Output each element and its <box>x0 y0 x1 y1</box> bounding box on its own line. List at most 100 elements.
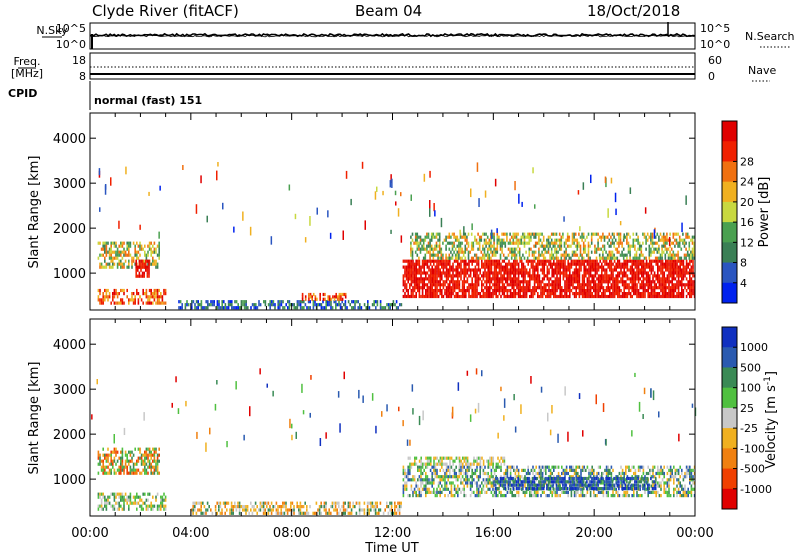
range-cell <box>692 242 694 245</box>
range-cell <box>665 268 667 271</box>
range-cell <box>663 491 665 494</box>
range-cell <box>452 245 454 248</box>
range-cell <box>470 268 472 271</box>
range-cell <box>475 283 477 286</box>
range-cell <box>577 286 579 289</box>
range-cell <box>454 268 456 271</box>
range-cell <box>631 271 633 274</box>
range-cell <box>439 248 441 251</box>
range-cell <box>514 242 516 245</box>
range-cell <box>446 280 448 283</box>
range-cell <box>524 245 526 248</box>
range-cell <box>436 469 438 472</box>
range-cell <box>126 248 128 251</box>
range-cell <box>455 491 457 494</box>
range-cell <box>446 295 448 298</box>
range-cell <box>628 494 630 497</box>
range-cell <box>478 488 480 491</box>
range-cell <box>651 260 653 263</box>
range-cell <box>583 266 585 269</box>
range-cell <box>439 233 441 236</box>
range-cell <box>433 469 435 472</box>
range-cell <box>126 289 128 292</box>
range-cell <box>684 485 686 488</box>
range-cell <box>599 280 601 283</box>
range-cell <box>508 260 510 263</box>
range-cell <box>511 251 513 254</box>
range-cell <box>117 292 119 295</box>
range-cell <box>104 472 106 475</box>
range-cell <box>415 260 417 263</box>
range-cell <box>662 292 664 295</box>
range-cell <box>602 257 604 260</box>
range-cell <box>457 268 459 271</box>
range-cell <box>146 289 148 292</box>
range-cell <box>427 481 429 484</box>
range-cell <box>569 257 571 260</box>
range-cell <box>438 491 440 494</box>
range-cell <box>518 295 520 298</box>
range-cell <box>455 236 457 239</box>
range-cell <box>279 303 281 306</box>
range-cell <box>532 167 534 173</box>
range-cell <box>647 494 649 497</box>
range-cell <box>649 254 651 257</box>
range-cell <box>419 295 421 298</box>
range-cell <box>590 283 592 286</box>
range-cell <box>144 463 146 466</box>
range-cell <box>591 263 593 266</box>
range-cell <box>107 448 109 451</box>
range-cell <box>649 248 651 251</box>
range-cell <box>459 475 461 478</box>
range-cell <box>539 472 541 475</box>
range-cell <box>102 472 104 475</box>
range-cell <box>529 280 531 283</box>
range-cell <box>99 493 101 496</box>
range-cell <box>678 260 680 263</box>
range-cell <box>293 303 295 306</box>
range-cell <box>419 475 421 478</box>
range-cell <box>123 254 125 257</box>
range-cell <box>216 171 218 181</box>
range-cell <box>483 271 485 274</box>
range-cell <box>500 469 502 472</box>
range-cell <box>567 266 569 269</box>
range-cell <box>234 306 236 309</box>
range-cell <box>450 251 452 254</box>
range-cell <box>525 242 527 245</box>
range-cell <box>503 233 505 236</box>
range-cell <box>443 295 445 298</box>
range-cell <box>649 277 651 280</box>
range-cell <box>529 295 531 298</box>
range-cell <box>627 286 629 289</box>
range-cell <box>623 271 625 274</box>
range-cell <box>533 245 535 248</box>
range-cell <box>463 226 465 233</box>
range-cell <box>523 469 525 472</box>
range-cell <box>147 457 149 460</box>
range-cell <box>140 260 142 263</box>
range-cell <box>359 306 361 309</box>
range-cell <box>147 493 149 496</box>
range-cell <box>582 289 584 292</box>
range-cell <box>115 289 117 292</box>
range-cell <box>436 274 438 277</box>
range-cell <box>115 251 117 254</box>
range-cell <box>583 271 585 274</box>
range-cell <box>461 248 463 251</box>
range-cell <box>411 274 413 277</box>
range-cell <box>612 286 614 289</box>
range-cell <box>627 295 629 298</box>
range-cell <box>165 499 167 502</box>
range-cell <box>403 469 405 472</box>
range-cell <box>102 454 104 457</box>
range-cell <box>149 460 151 463</box>
range-cell <box>403 260 405 263</box>
range-cell <box>675 260 677 263</box>
range-cell <box>571 494 573 497</box>
range-cell <box>543 236 545 239</box>
range-cell <box>431 481 433 484</box>
range-cell <box>660 469 662 472</box>
range-cell <box>454 283 456 286</box>
range-cell <box>542 266 544 269</box>
